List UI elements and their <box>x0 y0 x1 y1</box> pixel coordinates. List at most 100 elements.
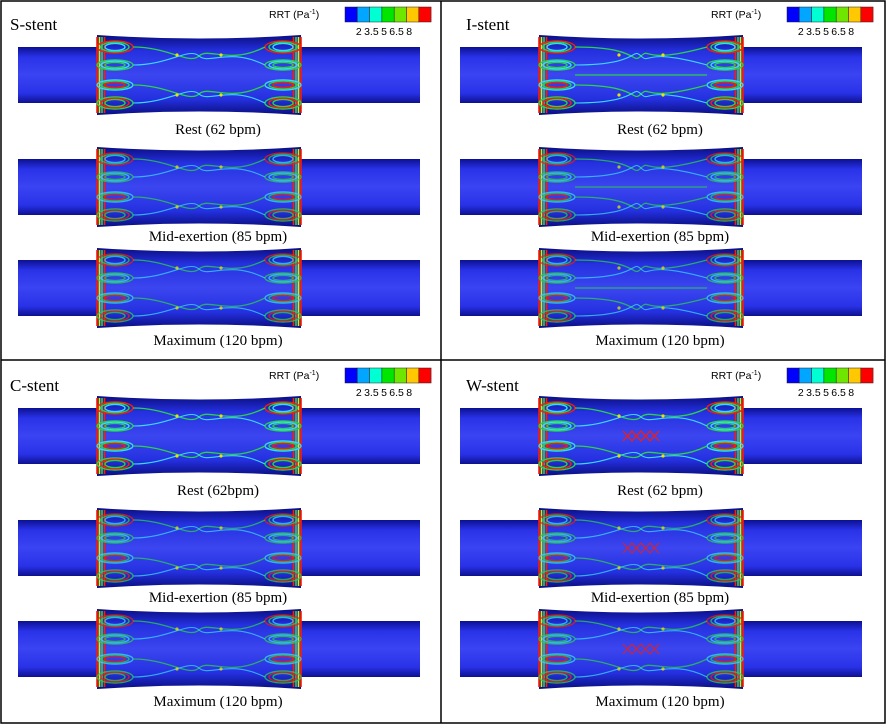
legend-swatch <box>811 367 825 384</box>
legend-title: RRT (Pa-1) <box>711 370 761 382</box>
high-rrt-spots <box>175 165 223 209</box>
stent-connectors <box>574 620 708 678</box>
legend-swatch <box>823 367 837 384</box>
stent-connectors <box>132 620 266 678</box>
legend-tick-label: 8 <box>848 387 854 399</box>
legend-tick-label: 5 <box>823 26 829 38</box>
stent-cell <box>96 208 134 222</box>
stent-model <box>460 508 862 588</box>
condition-label: Rest (62bpm) <box>177 483 259 499</box>
stent-connectors <box>574 259 708 317</box>
legend-swatch <box>799 367 812 384</box>
legend-tick-label: 5 <box>823 387 829 399</box>
legend-swatch <box>357 6 370 23</box>
condition-label: Maximum (120 bpm) <box>153 694 282 710</box>
stent-cell <box>264 670 302 684</box>
stent-connectors <box>132 407 266 465</box>
legend-swatch <box>381 6 395 23</box>
stent-cell <box>538 152 576 166</box>
legend-swatch <box>860 6 874 23</box>
stent-model <box>18 147 420 227</box>
stented-segment <box>97 147 301 227</box>
legend-swatch <box>786 367 800 384</box>
high-rrt-spots <box>175 414 223 458</box>
legend-title: RRT (Pa-1) <box>269 9 319 21</box>
panel-title: S-stent <box>10 15 58 34</box>
legend-tick-label: 3.5 <box>364 387 379 399</box>
rrt-legend: RRT (Pa-1) 2 3.5 5 6.5 8 <box>269 367 432 399</box>
stent-cell <box>706 292 744 304</box>
legend-swatch <box>381 367 395 384</box>
legend-swatch <box>393 6 407 23</box>
condition-label: Mid-exertion (85 bpm) <box>591 229 729 245</box>
stent-cell <box>706 40 744 54</box>
rrt-legend: RRT (Pa-1) 2 3.5 5 6.5 8 <box>711 367 874 399</box>
legend-tick-label: 3.5 <box>806 26 821 38</box>
high-rrt-spots <box>617 414 665 458</box>
high-rrt-spots <box>617 165 665 209</box>
legend-swatch <box>344 367 358 384</box>
legend-tick-label: 2 <box>798 26 804 38</box>
stent-cell <box>538 569 576 583</box>
legend-swatch <box>393 367 407 384</box>
high-rrt-spots <box>175 266 223 310</box>
stented-segment <box>539 508 743 588</box>
legend-tick-label: 2 <box>798 387 804 399</box>
condition-label: Mid-exertion (85 bpm) <box>149 229 287 245</box>
legend-tick-label: 3.5 <box>806 387 821 399</box>
high-rrt-spots <box>175 627 223 671</box>
stent-panel-i: I-stent RRT (Pa-1) 2 3.5 5 6.5 8 Rest (62 bpm) M… <box>460 6 874 349</box>
stent-cell <box>706 253 744 267</box>
stented-segment <box>97 35 301 115</box>
stented-segment <box>539 396 743 476</box>
stent-model <box>18 35 420 115</box>
stented-segment <box>97 609 301 689</box>
condition-label: Maximum (120 bpm) <box>153 333 282 349</box>
stent-cell <box>264 420 302 432</box>
legend-tick-label: 2 <box>356 26 362 38</box>
legend-tick-label: 6.5 <box>389 26 404 38</box>
stent-panel-c: C-stent RRT (Pa-1) 2 3.5 5 6.5 8 Rest (62bpm) Mi… <box>10 367 432 710</box>
legend-swatch <box>848 367 862 384</box>
legend-tick-label: 5 <box>381 387 387 399</box>
condition-label: Mid-exertion (85 bpm) <box>149 590 287 606</box>
rrt-legend: RRT (Pa-1) 2 3.5 5 6.5 8 <box>711 6 874 38</box>
stented-segment <box>97 508 301 588</box>
condition-label: Maximum (120 bpm) <box>595 333 724 349</box>
legend-swatch <box>835 6 849 23</box>
stented-segment <box>539 609 743 689</box>
rrt-legend: RRT (Pa-1) 2 3.5 5 6.5 8 <box>269 6 432 38</box>
stent-cell <box>706 670 744 684</box>
stent-connectors <box>574 407 708 465</box>
legend-swatch <box>344 6 358 23</box>
high-rrt-spots <box>175 53 223 97</box>
high-rrt-spots <box>617 266 665 310</box>
legend-swatch <box>811 6 825 23</box>
legend-swatch <box>786 6 800 23</box>
high-rrt-spots <box>617 627 665 671</box>
stent-cell <box>538 309 576 323</box>
legend-swatch <box>823 6 837 23</box>
high-rrt-spots <box>617 526 665 570</box>
stent-connectors <box>574 519 708 577</box>
condition-label: Rest (62 bpm) <box>617 483 703 499</box>
legend-swatch <box>848 6 862 23</box>
stent-connectors <box>132 46 266 104</box>
condition-label: Rest (62 bpm) <box>617 122 703 138</box>
stented-segment <box>97 396 301 476</box>
stent-cell <box>706 633 744 645</box>
legend-swatch <box>835 367 849 384</box>
stent-cell <box>264 653 302 665</box>
legend-tick-label: 8 <box>406 387 412 399</box>
legend-swatch <box>406 367 420 384</box>
stent-model <box>18 396 420 476</box>
stent-model <box>460 147 862 227</box>
panel-title: I-stent <box>466 15 510 34</box>
stent-cell <box>538 59 576 71</box>
legend-tick-label: 8 <box>848 26 854 38</box>
condition-label: Mid-exertion (85 bpm) <box>591 590 729 606</box>
high-rrt-spots <box>617 53 665 97</box>
legend-tick-label: 2 <box>356 387 362 399</box>
stent-model <box>460 609 862 689</box>
